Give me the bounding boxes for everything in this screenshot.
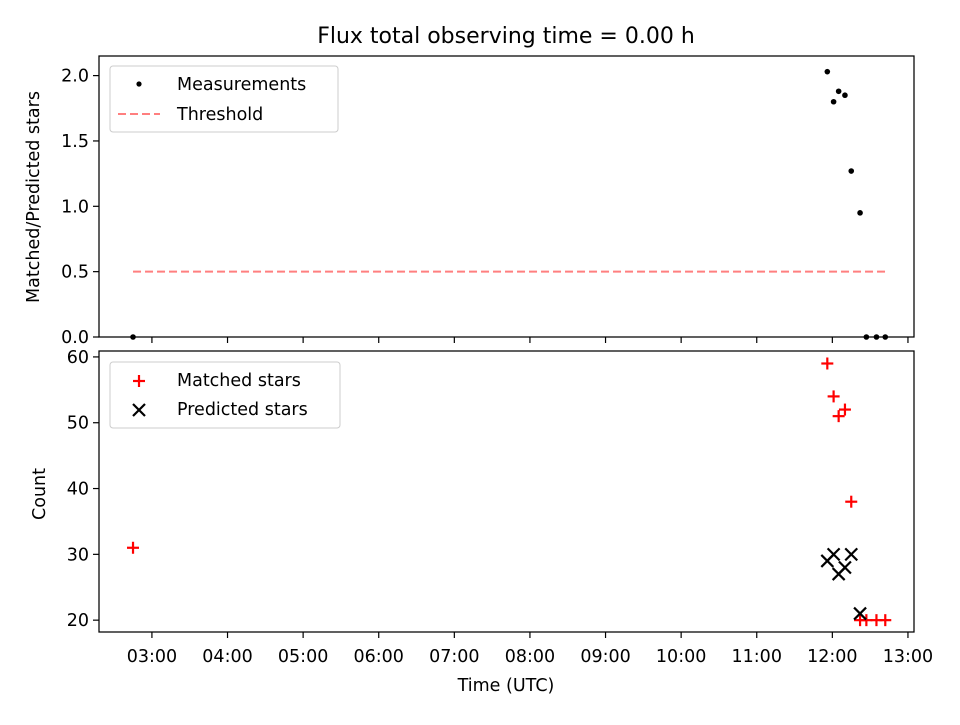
legend-matched-marker [133,375,145,387]
legend-measurements-label: Measurements [177,75,306,95]
top-marks [130,68,889,340]
x-tick-label: 09:00 [580,647,630,667]
predicted-star-point [853,606,867,621]
bottom-x-ticks: 03:00 04:00 05:00 06:00 07:00 08:00 09:00 10:00… [127,632,933,667]
y-tick-label: 1.0 [61,197,89,217]
bottom-y-ticks: 20 30 40 50 60 [67,348,99,631]
predicted-star-point [826,547,841,562]
measurement-point [830,98,837,105]
x-axis-label: Time (UTC) [457,676,555,696]
legend-measurements-marker [136,81,142,87]
y-tick-label: 0.0 [61,328,89,348]
top-legend-box [109,65,339,133]
x-tick-label: 13:00 [883,647,933,667]
x-tick-label: 07:00 [429,647,479,667]
x-tick-label: 08:00 [505,647,555,667]
top-plot-frame [98,55,915,338]
x-tick-label: 10:00 [656,647,706,667]
measurement-point [835,88,842,95]
x-tick-label: 03:00 [127,647,177,667]
predicted-star-point [844,547,859,562]
y-tick-label: 50 [67,414,89,434]
bottom-panel: 20 30 40 50 60 03:00 04:00 05:00 06:00 07:00 08:0… [30,348,933,696]
predicted-star-point [838,560,852,575]
y-tick-label: 60 [67,348,89,368]
matched-star-point [821,357,834,370]
y-tick-label: 20 [67,611,89,631]
measurement-point [857,210,863,216]
x-tick-label: 04:00 [202,647,252,667]
top-panel: 0.00.51.01.52.0 Matched/Predicted stars … [24,55,915,348]
y-tick-label: 30 [67,545,89,565]
legend-predicted-marker [132,403,146,417]
top-y-axis-label: Matched/Predicted stars [24,91,44,303]
matched-star-point [860,614,873,627]
bottom-legend: Matched stars Predicted stars [109,361,341,429]
y-tick-label: 40 [67,480,89,500]
top-y-ticks: 0.0 0.5 1.0 1.5 2.0 [61,67,99,348]
legend-matched-label: Matched stars [177,371,301,391]
bottom-plot-frame [98,350,915,633]
matched-star-point [832,410,845,423]
chart-title: Flux total observing time = 0.00 h [317,24,695,49]
matched-star-point [838,403,851,416]
bottom-marks [127,357,892,627]
x-tick-label: 11:00 [732,647,782,667]
measurement-point [824,68,831,75]
top-legend: Measurements Threshold [109,65,339,133]
matched-star-point [879,614,892,627]
measurement-point [842,92,848,99]
measurement-point [848,168,855,174]
matched-star-point [827,390,840,403]
legend-threshold-label: Threshold [176,105,263,125]
top-x-ticks [151,337,909,343]
y-tick-label: 0.5 [61,263,89,283]
y-tick-label: 1.5 [61,132,89,152]
matched-star-point [845,495,858,508]
legend-predicted-label: Predicted stars [177,400,308,420]
x-tick-label: 06:00 [354,647,404,667]
bottom-y-axis-label: Count [30,468,50,520]
x-tick-label: 12:00 [807,647,857,667]
y-tick-label: 2.0 [61,67,89,87]
x-tick-label: 05:00 [278,647,328,667]
bottom-legend-box [109,361,341,429]
matched-star-point [127,541,140,554]
